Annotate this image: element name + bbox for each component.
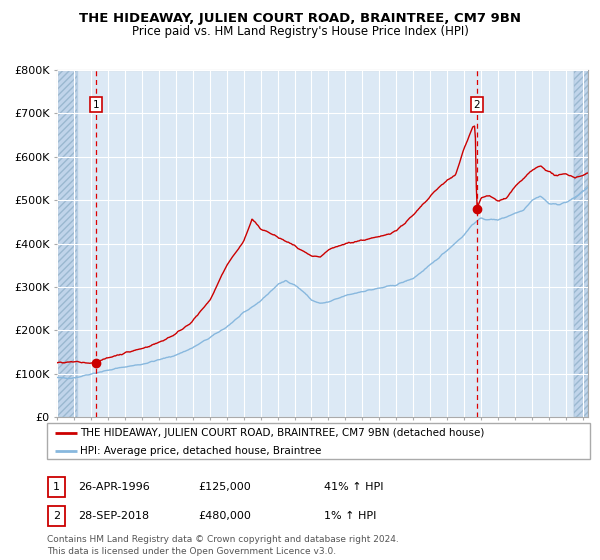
FancyBboxPatch shape	[48, 477, 65, 497]
Text: THE HIDEAWAY, JULIEN COURT ROAD, BRAINTREE, CM7 9BN: THE HIDEAWAY, JULIEN COURT ROAD, BRAINTR…	[79, 12, 521, 25]
Text: 1: 1	[93, 100, 100, 110]
Bar	[57, 70, 77, 417]
Text: HPI: Average price, detached house, Braintree: HPI: Average price, detached house, Brai…	[80, 446, 322, 456]
Text: 28-SEP-2018: 28-SEP-2018	[78, 511, 149, 521]
Text: 26-APR-1996: 26-APR-1996	[78, 482, 150, 492]
FancyBboxPatch shape	[47, 423, 590, 459]
Text: 2: 2	[53, 511, 60, 521]
Text: £480,000: £480,000	[198, 511, 251, 521]
Text: 1: 1	[53, 482, 60, 492]
Bar	[57, 70, 77, 417]
Text: 2: 2	[473, 100, 480, 110]
Text: Price paid vs. HM Land Registry's House Price Index (HPI): Price paid vs. HM Land Registry's House …	[131, 25, 469, 38]
Bar	[574, 70, 588, 417]
Text: 41% ↑ HPI: 41% ↑ HPI	[324, 482, 383, 492]
Text: Contains HM Land Registry data © Crown copyright and database right 2024.
This d: Contains HM Land Registry data © Crown c…	[47, 535, 398, 556]
Text: 1% ↑ HPI: 1% ↑ HPI	[324, 511, 376, 521]
Text: THE HIDEAWAY, JULIEN COURT ROAD, BRAINTREE, CM7 9BN (detached house): THE HIDEAWAY, JULIEN COURT ROAD, BRAINTR…	[80, 428, 485, 438]
FancyBboxPatch shape	[48, 506, 65, 526]
Bar	[574, 70, 588, 417]
Text: £125,000: £125,000	[198, 482, 251, 492]
